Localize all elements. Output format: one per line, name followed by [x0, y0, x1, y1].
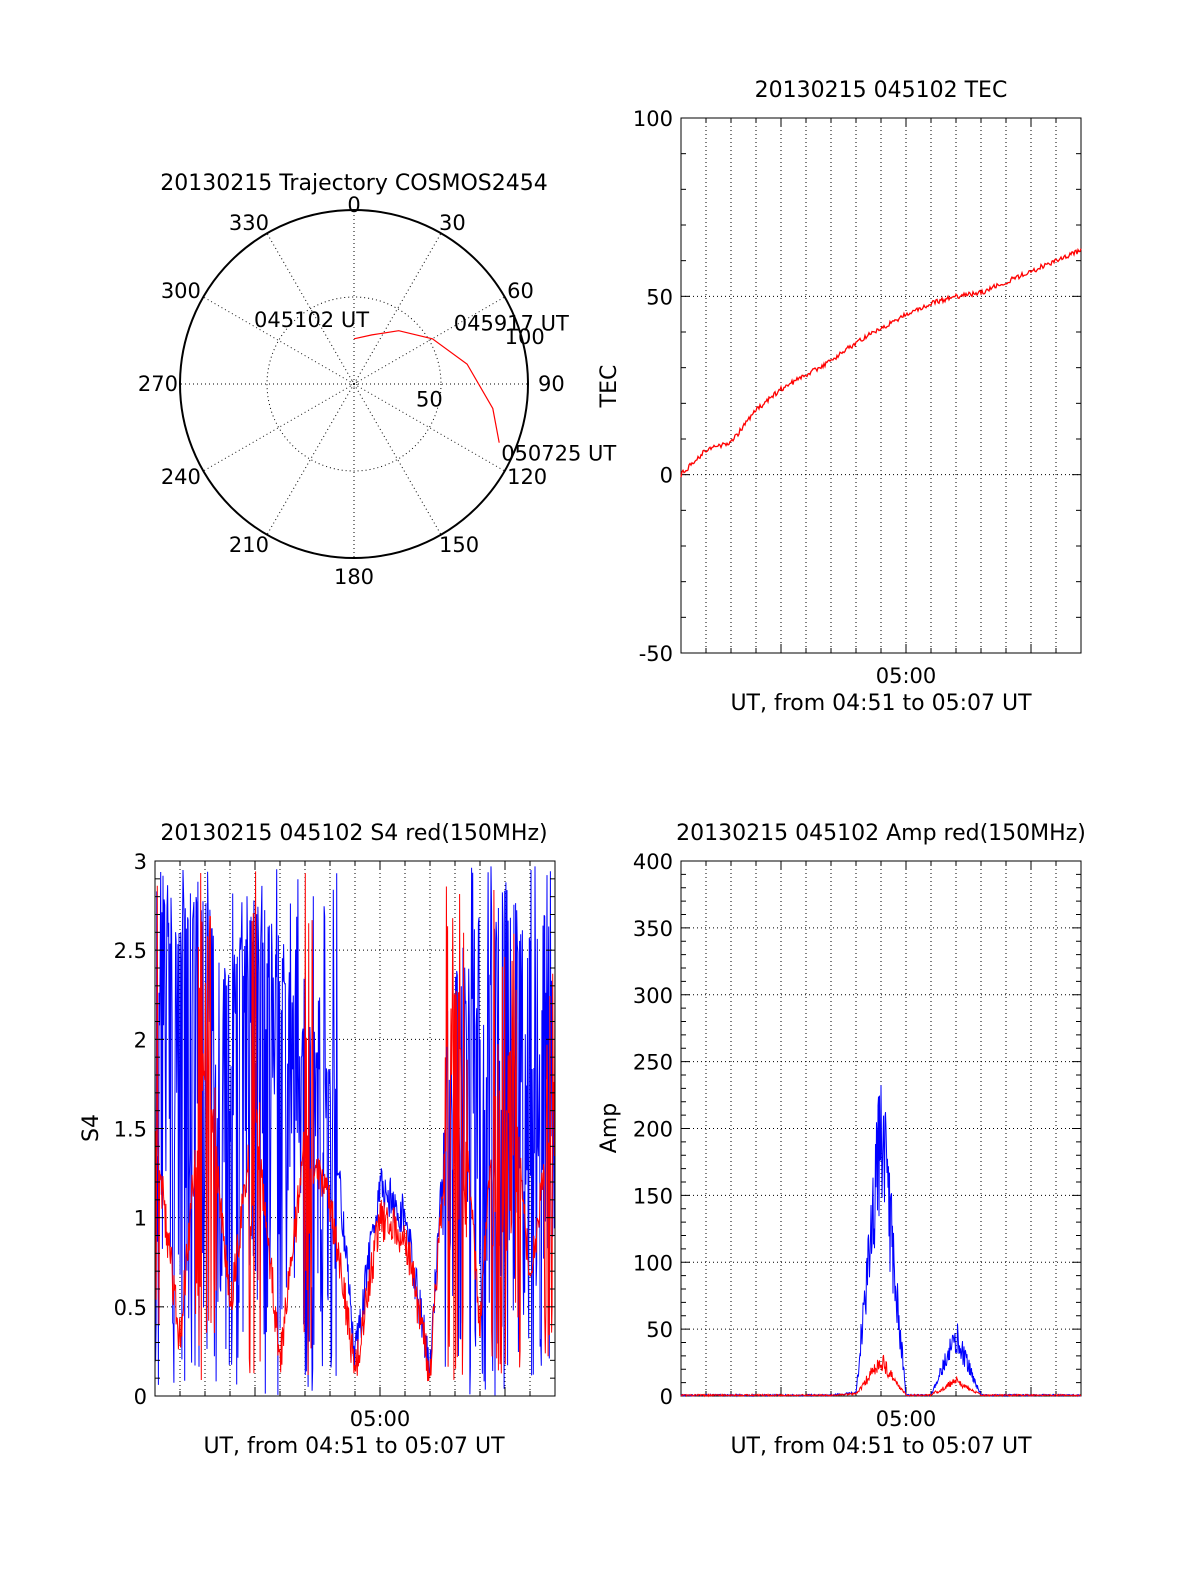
- polar-radial-label: 100: [505, 325, 545, 349]
- s4-grid: [155, 861, 555, 1396]
- polar-radial-label: 50: [416, 388, 443, 412]
- trajectory-annotation: 045102 UT: [254, 308, 369, 332]
- polar-angle-label: 30: [439, 211, 466, 235]
- amp-y-tick-labels: 0 50 100 150 200 250 300 350 400: [633, 850, 673, 1409]
- y-tick-label: 200: [633, 1118, 673, 1142]
- y-tick-label: 2: [134, 1028, 147, 1052]
- polar-angle-label: 210: [229, 533, 269, 557]
- amp-x-tick-labels: 05:00: [876, 1407, 937, 1431]
- polar-trajectory-chart: 20130215 Trajectory COSMOS2454 0 30 60 90 12…: [138, 171, 617, 589]
- polar-angle-label: 120: [507, 465, 547, 489]
- polar-title: 20130215 Trajectory COSMOS2454: [160, 171, 547, 196]
- y-tick-label: 1: [134, 1207, 147, 1231]
- series-line: [154, 871, 556, 1382]
- y-tick-label: 50: [646, 1318, 673, 1342]
- polar-angle-label: 240: [161, 465, 201, 489]
- y-tick-label: -50: [639, 642, 673, 666]
- polar-spoke: [353, 296, 505, 385]
- polar-center: [350, 380, 358, 388]
- y-tick-label: 0: [660, 464, 673, 488]
- polar-radial-labels: 50 100: [416, 325, 545, 412]
- s4-series: [154, 866, 556, 1396]
- x-tick-label: 05:00: [350, 1407, 411, 1431]
- s4-x-tick-labels: 05:00: [350, 1407, 411, 1431]
- amp-chart: 20130215 045102 Amp red(150MHz) 0 50 100 15…: [597, 821, 1086, 1459]
- amp-x-axis-label: UT, from 04:51 to 05:07 UT: [730, 1434, 1032, 1459]
- y-tick-label: 350: [633, 917, 673, 941]
- s4-chart: 20130215 045102 S4 red(150MHz) 0 0.5 1 1.5 2…: [79, 821, 556, 1459]
- polar-angle-label: 300: [161, 279, 201, 303]
- polar-spoke: [353, 233, 442, 385]
- tec-grid: [681, 118, 1081, 653]
- y-tick-label: 100: [633, 107, 673, 131]
- trajectory-annotation: 050725 UT: [501, 442, 616, 466]
- polar-angle-label: 0: [347, 193, 360, 217]
- y-tick-label: 0: [134, 1385, 147, 1409]
- y-tick-label: 3: [134, 850, 147, 874]
- polar-angle-label: 60: [507, 279, 534, 303]
- tec-title: 20130215 045102 TEC: [755, 78, 1008, 103]
- s4-title: 20130215 045102 S4 red(150MHz): [160, 821, 547, 846]
- y-tick-label: 100: [633, 1251, 673, 1275]
- series-line: [154, 866, 556, 1396]
- y-tick-label: 400: [633, 850, 673, 874]
- polar-spoke: [353, 383, 505, 472]
- y-tick-label: 0: [660, 1385, 673, 1409]
- s4-y-tick-labels: 0 0.5 1 1.5 2 2.5 3: [114, 850, 147, 1409]
- series-line: [680, 247, 1082, 478]
- polar-angle-label: 270: [138, 372, 178, 396]
- polar-spoke: [266, 233, 355, 385]
- polar-grid: [180, 210, 528, 558]
- polar-spoke: [203, 296, 355, 385]
- polar-grid-circle: [266, 296, 442, 472]
- tec-series: [680, 247, 1082, 478]
- s4-tick-marks: [155, 860, 555, 1397]
- polar-angle-labels: 0 30 60 90 120 150 180 210 240 270 300 330: [138, 193, 565, 589]
- polar-angle-label: 180: [334, 565, 374, 589]
- y-tick-label: 1.5: [114, 1118, 147, 1142]
- tec-chart: 20130215 045102 TEC -50 0 50 100 05:00 UT, …: [597, 78, 1082, 716]
- y-tick-label: 250: [633, 1051, 673, 1075]
- tec-x-axis-label: UT, from 04:51 to 05:07 UT: [730, 691, 1032, 716]
- polar-spoke: [353, 383, 442, 535]
- polar-angle-label: 90: [538, 372, 565, 396]
- y-tick-label: 300: [633, 984, 673, 1008]
- amp-series: [680, 1085, 1082, 1398]
- tec-y-axis-label: TEC: [597, 365, 622, 409]
- y-tick-label: 2.5: [114, 939, 147, 963]
- tec-x-tick-labels: 05:00: [876, 664, 937, 688]
- polar-spoke: [266, 383, 355, 535]
- s4-x-axis-label: UT, from 04:51 to 05:07 UT: [203, 1434, 505, 1459]
- trajectory-annotation: 045917 UT: [454, 312, 569, 336]
- x-tick-label: 05:00: [876, 664, 937, 688]
- trajectory-line: [353, 330, 500, 443]
- y-tick-label: 0.5: [114, 1296, 147, 1320]
- x-tick-label: 05:00: [876, 1407, 937, 1431]
- tec-tick-marks: [681, 117, 1081, 654]
- amp-tick-marks: [681, 860, 1081, 1397]
- series-line: [680, 1354, 1081, 1398]
- s4-y-axis-label: S4: [79, 1114, 104, 1142]
- y-tick-label: 150: [633, 1184, 673, 1208]
- amp-y-axis-label: Amp: [597, 1103, 622, 1153]
- tec-y-tick-labels: -50 0 50 100: [633, 107, 673, 666]
- polar-angle-label: 150: [439, 533, 479, 557]
- trajectory-annotations: 045102 UT 045917 UT 050725 UT: [254, 308, 616, 466]
- polar-spoke: [203, 383, 355, 472]
- polar-angle-label: 330: [229, 211, 269, 235]
- y-tick-label: 50: [646, 285, 673, 309]
- polar-outer-ring: [179, 209, 529, 559]
- amp-title: 20130215 045102 Amp red(150MHz): [676, 821, 1086, 846]
